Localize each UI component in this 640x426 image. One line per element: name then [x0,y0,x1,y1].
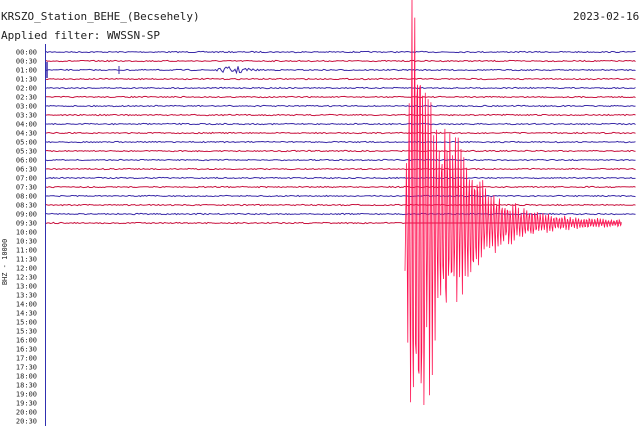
time-label: 16:30 [16,346,37,354]
trace [46,95,636,99]
time-label: 11:00 [16,247,37,255]
time-label: 20:30 [16,418,37,426]
time-label: 05:00 [16,139,37,147]
time-label: 19:00 [16,391,37,399]
time-label: 15:30 [16,328,37,336]
time-label: 01:30 [16,76,37,84]
time-label: 07:00 [16,175,37,183]
trace [45,77,636,81]
time-label: 12:00 [16,265,37,273]
time-label: 04:30 [16,130,37,138]
time-label: 14:00 [16,301,37,309]
trace [45,149,636,153]
time-label: 18:00 [16,373,37,381]
time-label: 06:30 [16,166,37,174]
time-label: 04:00 [16,121,37,129]
trace [45,140,636,144]
time-label: 05:30 [16,148,37,156]
trace [45,167,636,171]
time-label: 19:30 [16,400,37,408]
time-label: 08:00 [16,193,37,201]
time-label: 02:30 [16,94,37,102]
trace [45,176,636,180]
time-label: 08:30 [16,202,37,210]
trace [45,50,636,54]
time-label: 01:00 [16,67,37,75]
time-label: 00:30 [16,58,37,66]
time-label: 03:00 [16,103,37,111]
trace [45,122,636,126]
time-label: 13:30 [16,292,37,300]
event-signal [404,0,622,406]
trace [45,158,636,162]
time-label: 10:30 [16,238,37,246]
station-title: KRSZO_Station_BEHE_(Becsehely) [1,10,200,23]
time-label: 15:00 [16,319,37,327]
trace [45,203,636,207]
time-label: 06:00 [16,157,37,165]
time-label: 14:30 [16,310,37,318]
time-label: 13:00 [16,283,37,291]
axis-label: BHZ - 10000 [1,239,9,285]
date: 2023-02-16 [573,10,639,23]
trace [45,194,636,198]
filter: Applied filter: WWSSN-SP [1,29,160,42]
trace [45,65,636,75]
time-label: 18:30 [16,382,37,390]
time-label: 10:00 [16,229,37,237]
trace [45,185,636,189]
trace [45,59,636,63]
time-label: 07:30 [16,184,37,192]
time-label: 20:00 [16,409,37,417]
time-label: 09:00 [16,211,37,219]
time-label: 11:30 [16,256,37,264]
time-label: 16:00 [16,337,37,345]
time-label: 17:00 [16,355,37,363]
trace [45,113,636,117]
trace [45,131,636,135]
time-label: 12:30 [16,274,37,282]
time-label: 00:00 [16,49,37,57]
trace [45,104,636,108]
trace [45,86,636,90]
time-label: 17:30 [16,364,37,372]
time-label: 03:30 [16,112,37,120]
time-label: 09:30 [16,220,37,228]
time-label: 02:00 [16,85,37,93]
